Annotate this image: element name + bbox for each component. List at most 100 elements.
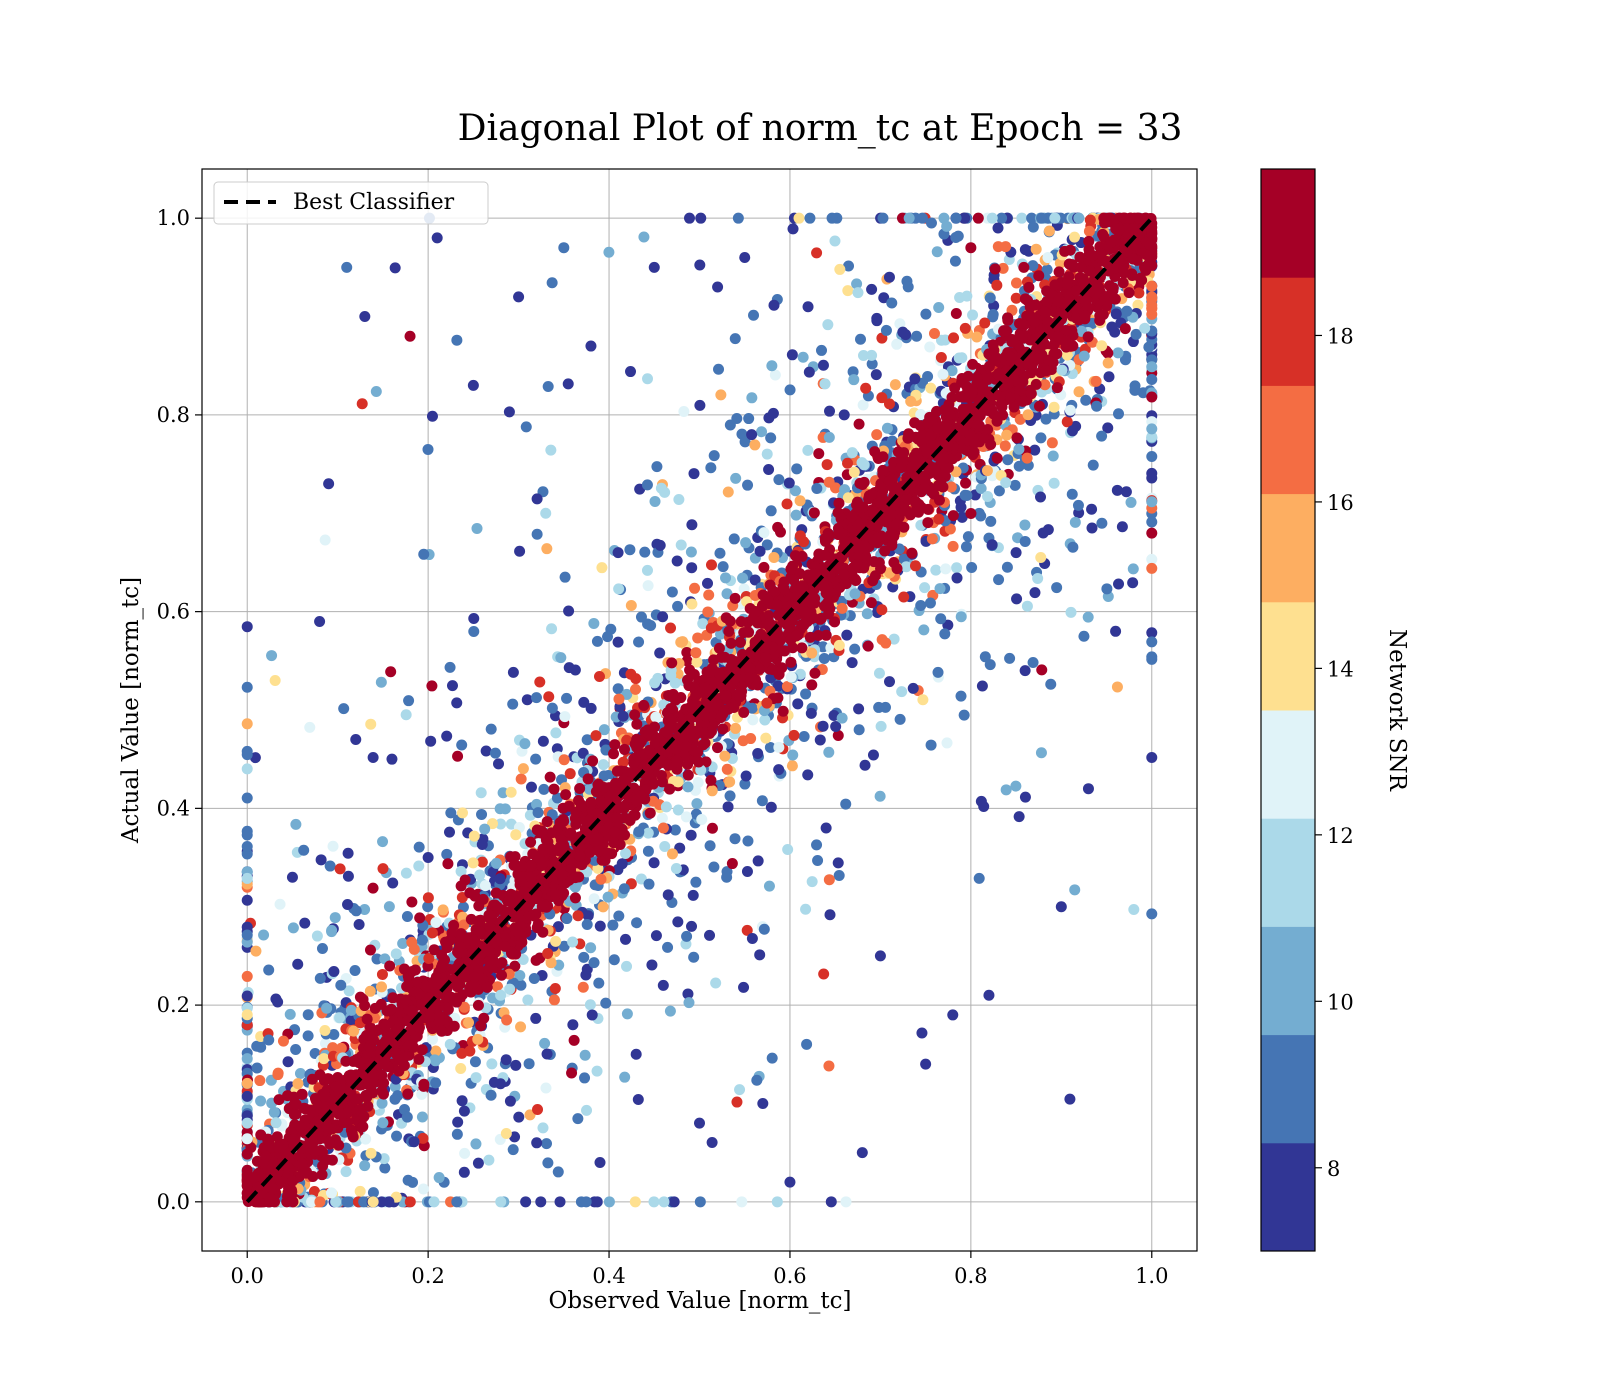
scatter-point <box>501 1014 513 1026</box>
scatter-point <box>933 494 945 506</box>
scatter-point <box>387 877 399 889</box>
scatter-point <box>479 880 491 892</box>
scatter-point <box>951 572 963 584</box>
scatter-point <box>989 263 1001 275</box>
scatter-point <box>999 440 1011 452</box>
scatter-point <box>532 1104 544 1116</box>
scatter-point <box>268 1106 280 1118</box>
scatter-point <box>823 476 835 488</box>
scatter-point <box>918 624 930 636</box>
scatter-point <box>591 1196 603 1208</box>
scatter-point <box>548 783 560 795</box>
scatter-point <box>933 513 945 525</box>
scatter-point <box>594 920 606 932</box>
scatter-point <box>714 547 726 559</box>
scatter-point <box>315 854 327 866</box>
scatter-point <box>356 398 368 410</box>
scatter-point <box>1101 583 1113 595</box>
scatter-point <box>555 652 567 664</box>
scatter-point <box>939 628 951 640</box>
scatter-point <box>876 604 888 616</box>
scatter-point <box>1106 321 1118 333</box>
scatter-point <box>787 223 799 235</box>
scatter-point <box>607 919 619 931</box>
scatter-point <box>639 546 651 558</box>
scatter-point <box>823 1060 835 1072</box>
scatter-point <box>650 711 662 723</box>
scatter-point <box>530 1012 542 1024</box>
scatter-point <box>1112 347 1124 359</box>
scatter-point <box>752 855 764 867</box>
scatter-point <box>417 1132 429 1144</box>
scatter-point <box>468 612 480 624</box>
scatter-point <box>861 608 873 620</box>
scatter-point <box>564 768 576 780</box>
scatter-point <box>1146 280 1158 292</box>
scatter-point <box>965 508 977 520</box>
scatter-point <box>269 675 281 687</box>
scatter-point <box>1132 299 1144 311</box>
scatter-point <box>979 651 991 663</box>
scatter-point <box>277 1035 289 1047</box>
scatter-point <box>948 332 960 344</box>
scatter-point <box>916 212 928 224</box>
scatter-point <box>959 322 971 334</box>
scatter-point <box>694 259 706 271</box>
scatter-point <box>686 920 698 932</box>
scatter-point <box>891 338 903 350</box>
scatter-point <box>666 848 678 860</box>
scatter-point <box>818 653 830 665</box>
scatter-point <box>682 758 694 770</box>
scatter-point <box>586 1009 598 1021</box>
scatter-point <box>561 913 573 925</box>
scatter-point <box>729 333 741 345</box>
scatter-point <box>287 922 299 934</box>
scatter-point <box>345 1004 357 1016</box>
scatter-point <box>540 1082 552 1094</box>
scatter-point <box>612 683 624 695</box>
scatter-point <box>967 309 979 321</box>
scatter-point <box>858 459 870 471</box>
scatter-point <box>903 212 915 224</box>
scatter-point <box>754 949 766 961</box>
scatter-point <box>719 750 731 762</box>
scatter-point <box>966 562 978 574</box>
scatter-point <box>946 365 958 377</box>
scatter-point <box>558 754 570 766</box>
scatter-point <box>812 854 824 866</box>
scatter-point <box>550 727 562 739</box>
scatter-point <box>294 1067 306 1079</box>
scatter-point <box>803 366 815 378</box>
scatter-point <box>734 1084 746 1096</box>
scatter-point <box>625 668 637 680</box>
scatter-point <box>839 535 851 547</box>
scatter-point <box>894 713 906 725</box>
scatter-point <box>487 818 499 830</box>
scatter-point <box>922 517 934 529</box>
scatter-point <box>545 957 557 969</box>
scatter-point <box>416 1044 428 1056</box>
scatter-point <box>389 262 401 274</box>
scatter-point <box>263 964 275 976</box>
scatter-point <box>877 212 889 224</box>
scatter-point <box>758 561 770 573</box>
scatter-point <box>413 1053 425 1065</box>
scatter-point <box>632 1094 644 1106</box>
scatter-point <box>400 709 412 721</box>
scatter-point <box>1054 257 1066 269</box>
scatter-point <box>1082 611 1094 623</box>
scatter-point <box>595 873 607 885</box>
scatter-point <box>804 212 816 224</box>
scatter-point <box>1146 291 1158 303</box>
scatter-point <box>334 1012 346 1024</box>
scatter-point <box>468 830 480 842</box>
scatter-point <box>1146 636 1158 648</box>
scatter-point <box>1078 350 1090 362</box>
scatter-point <box>1011 432 1023 444</box>
scatter-point <box>591 1065 603 1077</box>
scatter-point <box>773 741 785 753</box>
scatter-point <box>584 999 596 1011</box>
scatter-point <box>552 1166 564 1178</box>
scatter-point <box>422 443 434 455</box>
scatter-point <box>428 944 440 956</box>
